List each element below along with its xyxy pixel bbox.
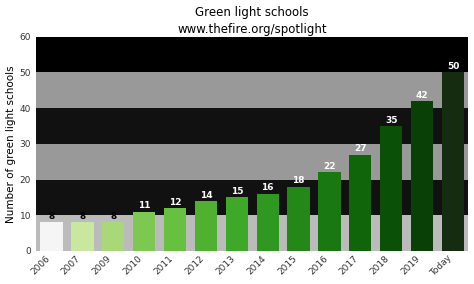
Text: 14: 14: [200, 191, 212, 200]
Text: 27: 27: [354, 144, 367, 153]
Text: 8: 8: [79, 212, 85, 221]
Text: 18: 18: [292, 176, 305, 185]
Text: 42: 42: [416, 91, 428, 100]
Bar: [380, 126, 402, 251]
Text: 11: 11: [138, 201, 150, 210]
Text: 8: 8: [110, 212, 117, 221]
Bar: [287, 187, 310, 251]
Bar: [36, 179, 468, 215]
Bar: [36, 108, 468, 144]
Bar: [195, 201, 217, 251]
Text: 35: 35: [385, 116, 398, 125]
Text: 15: 15: [230, 187, 243, 196]
Bar: [133, 212, 155, 251]
Text: 12: 12: [169, 198, 182, 207]
Bar: [36, 37, 468, 72]
Bar: [40, 222, 63, 251]
Bar: [36, 72, 468, 108]
Text: 22: 22: [323, 162, 336, 171]
Text: 50: 50: [447, 62, 459, 71]
Bar: [256, 194, 279, 251]
Text: 16: 16: [262, 183, 274, 192]
Bar: [319, 172, 341, 251]
Bar: [226, 197, 248, 251]
Bar: [36, 144, 468, 179]
Bar: [71, 222, 93, 251]
Bar: [36, 215, 468, 251]
Title: Green light schools
www.thefire.org/spotlight: Green light schools www.thefire.org/spot…: [177, 6, 327, 36]
Text: 8: 8: [48, 212, 55, 221]
Bar: [411, 101, 433, 251]
Bar: [349, 154, 372, 251]
Bar: [102, 222, 124, 251]
Bar: [442, 72, 464, 251]
Bar: [164, 208, 186, 251]
Y-axis label: Number of green light schools: Number of green light schools: [6, 65, 16, 223]
